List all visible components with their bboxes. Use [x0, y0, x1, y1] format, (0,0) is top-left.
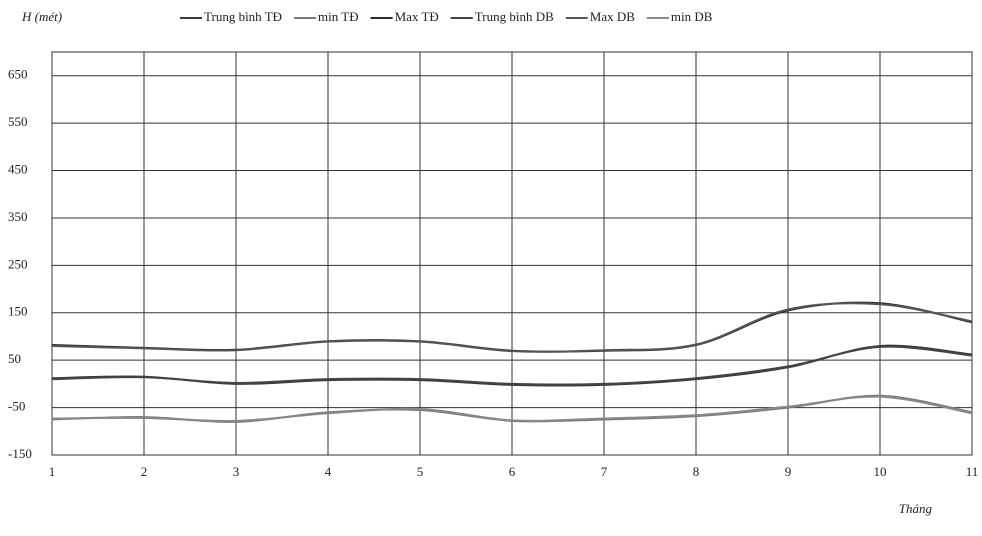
legend-label: min TĐ: [318, 9, 359, 24]
legend-label: Trung bình DB: [475, 9, 554, 24]
y-axis-label: H (mét): [21, 9, 62, 24]
y-tick-label: 450: [8, 162, 28, 177]
y-tick-label: 650: [8, 67, 28, 82]
x-tick-label: 5: [417, 464, 424, 479]
x-tick-label: 11: [966, 464, 979, 479]
x-tick-label: 10: [874, 464, 887, 479]
x-tick-label: 1: [49, 464, 56, 479]
x-tick-label: 2: [141, 464, 148, 479]
data-line: [51, 302, 973, 353]
data-line: [51, 395, 973, 422]
legend-label: Trung bình TĐ: [204, 9, 282, 24]
legend-label: Max TĐ: [395, 9, 439, 24]
legend-label: min DB: [671, 9, 713, 24]
y-tick-label: 50: [8, 351, 21, 366]
y-tick-label: 550: [8, 114, 28, 129]
x-tick-label: 7: [601, 464, 608, 479]
y-tick-label: -50: [8, 399, 25, 414]
x-tick-label: 8: [693, 464, 700, 479]
y-tick-label: 150: [8, 304, 28, 319]
x-axis-label: Tháng: [899, 501, 933, 516]
x-tick-label: 3: [233, 464, 240, 479]
y-tick-label: 350: [8, 209, 28, 224]
legend-label: Max DB: [590, 9, 635, 24]
y-tick-label: -150: [8, 446, 32, 461]
data-line: [51, 345, 973, 386]
x-tick-label: 9: [785, 464, 792, 479]
x-tick-label: 4: [325, 464, 332, 479]
x-tick-label: 6: [509, 464, 516, 479]
y-tick-label: 250: [8, 256, 28, 271]
